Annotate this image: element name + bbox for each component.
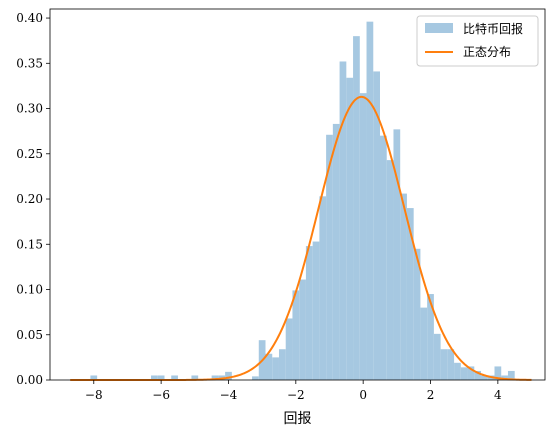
x-tick-label: 4 [494,388,502,402]
histogram-bar [225,371,232,380]
histogram-bar [427,294,434,380]
histogram-bar [252,376,259,380]
legend-swatch-histogram [425,23,453,33]
legend: 比特币回报 正态分布 [416,15,539,67]
histogram-bars [90,21,515,381]
histogram-bar [454,362,461,380]
y-tick-label: 0.40 [16,11,43,25]
histogram-bar [191,375,199,380]
histogram-bar [467,366,475,380]
histogram-bar [373,71,380,380]
histogram-bar [332,123,340,381]
histogram-bar [494,366,502,380]
histogram-bar [299,279,306,380]
histogram-bar [157,375,165,380]
x-axis-ticks: −8 −6 −4 −2 0 2 4 [85,380,502,402]
x-tick-label: −6 [152,388,170,402]
y-tick-label: 0.20 [16,192,43,206]
histogram-bar [211,375,219,380]
y-tick-label: 0.35 [16,56,43,70]
histogram-bar [339,61,347,381]
histogram-bar [326,134,333,380]
histogram-bar [346,77,354,381]
histogram-bar [292,290,300,380]
histogram-bar [400,193,407,380]
legend-label-normal-curve: 正态分布 [463,45,511,59]
histogram-bar [380,135,387,380]
histogram-bar [312,241,320,380]
histogram-bar [278,349,286,380]
x-tick-label: 2 [427,388,435,402]
y-axis-ticks: 0.00 0.05 0.10 0.15 0.20 0.25 0.30 0.35 0.40 [16,11,50,387]
histogram-bar [90,375,98,380]
x-tick-label: −4 [220,388,238,402]
histogram-bar [440,349,448,380]
histogram-bar [366,21,374,380]
histogram-bar [353,36,360,381]
histogram-bar [433,333,441,380]
histogram-bar [393,129,401,380]
histogram-bar [272,357,279,380]
histogram-bar [151,375,158,380]
y-tick-label: 0.15 [16,237,43,251]
histogram-bar [501,375,508,380]
histogram-bar [359,93,367,380]
x-axis-label: 回报 [284,411,312,427]
legend-label-histogram: 比特币回报 [463,21,523,36]
x-tick-label: −2 [287,388,305,402]
y-tick-label: 0.05 [16,328,43,342]
y-tick-label: 0.10 [16,283,43,297]
histogram-bar [265,353,273,380]
y-tick-label: 0.30 [16,102,43,116]
histogram-bar [319,196,327,380]
y-tick-label: 0.00 [16,373,43,387]
histogram-bar [413,248,421,380]
histogram-bar [507,370,515,380]
plot-frame [49,8,546,381]
x-tick-label: 0 [359,388,367,402]
x-tick-label: −8 [85,388,103,402]
histogram-bar [474,370,482,380]
histogram-bar [285,318,293,380]
histogram-bar [305,246,313,380]
histogram-bar [420,307,428,380]
histogram-bar [171,375,178,380]
histogram-bar [481,375,488,380]
y-tick-label: 0.25 [16,147,43,161]
histogram-bar [386,160,394,380]
histogram-bar [460,367,468,380]
histogram-bar [447,349,455,380]
histogram-bar [406,208,414,380]
